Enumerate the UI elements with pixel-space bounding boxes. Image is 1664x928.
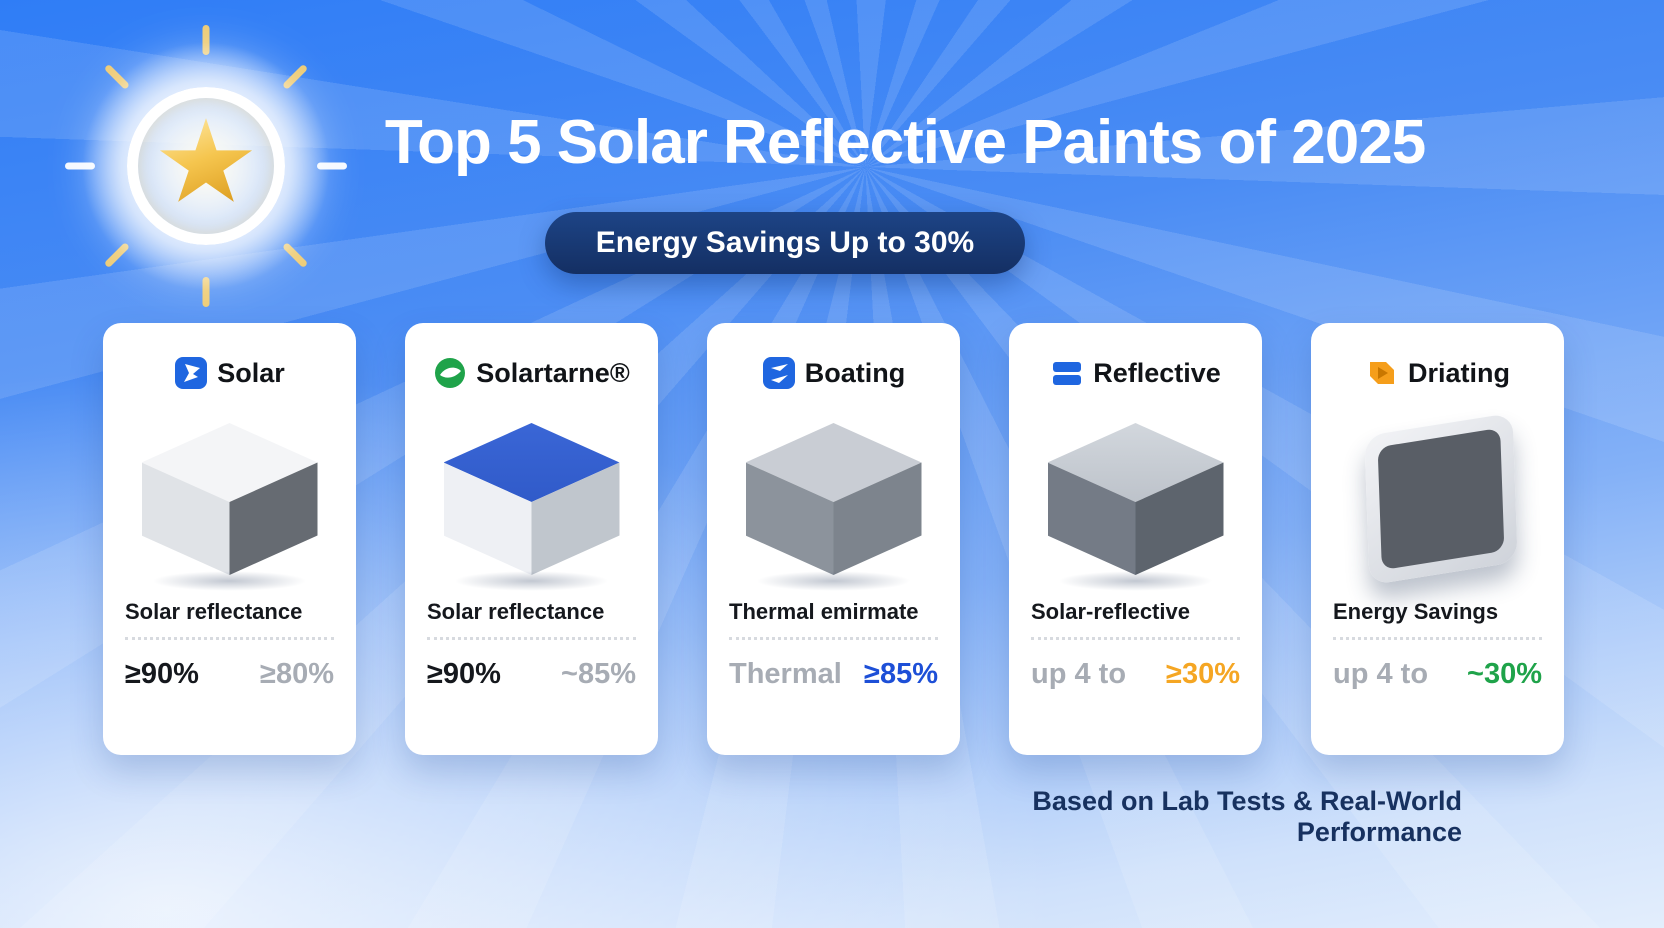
brand-name: Driating	[1407, 357, 1510, 388]
metric-value-secondary: ~85%	[561, 658, 636, 690]
solar-logo-icon	[175, 357, 208, 389]
energy-savings-badge-label: Energy Savings Up to 30%	[595, 226, 975, 259]
product-cards-row: Solar Solar reflectance ≥90% ≥80% Sola	[103, 323, 1564, 755]
values-row: up 4 to ≥30%	[1031, 658, 1240, 691]
brand-name: Solartarne®	[476, 357, 630, 388]
metric-value-secondary: ≥85%	[864, 658, 938, 690]
product-card-boating: Boating Thermal emirmate Thermal ≥85%	[707, 323, 960, 755]
values-row: ≥90% ≥80%	[125, 658, 334, 691]
dotted-divider	[1031, 637, 1240, 640]
energy-savings-badge: Energy Savings Up to 30%	[545, 212, 1025, 274]
paint-cube-illustration	[1047, 423, 1224, 591]
metric-value-secondary: ≥30%	[1166, 658, 1240, 690]
brand-row: Boating	[707, 353, 960, 393]
paint-panel-illustration	[1350, 412, 1526, 586]
metric-value-primary: ≥90%	[427, 658, 501, 690]
brand-name: Solar	[217, 357, 285, 388]
brand-row: Solar	[103, 353, 356, 393]
brand-row: Reflective	[1009, 353, 1262, 393]
driating-logo-icon	[1369, 362, 1394, 384]
product-card-solartarne: Solartarne® Solar reflectance ≥90% ~85%	[405, 323, 658, 755]
metric-value-primary: Thermal	[729, 658, 842, 690]
metric-label: Solar reflectance	[125, 599, 303, 624]
values-row: Thermal ≥85%	[729, 658, 938, 691]
dotted-divider	[427, 637, 636, 640]
dotted-divider	[125, 637, 334, 640]
metric-label: Solar reflectance	[427, 599, 605, 624]
dotted-divider	[729, 637, 938, 640]
paint-cube-illustration	[141, 423, 318, 591]
dotted-divider	[1333, 637, 1542, 640]
brand-name: Reflective	[1093, 357, 1221, 388]
metric-label: Energy Savings	[1333, 599, 1499, 624]
product-card-reflective: Reflective Solar-reflective up 4 to ≥30%	[1009, 323, 1262, 755]
metric-label: Thermal emirmate	[729, 599, 919, 624]
footnote: Based on Lab Tests & Real-World Performa…	[1032, 786, 1462, 847]
metric-value-primary: up 4 to	[1031, 658, 1127, 690]
metric-value-primary: ≥90%	[125, 658, 199, 690]
brand-row: Driating	[1311, 353, 1564, 393]
paint-cube-illustration	[745, 423, 922, 591]
solartarne-logo-icon	[435, 358, 466, 388]
paint-cube-illustration	[443, 423, 620, 591]
boating-logo-icon	[762, 357, 795, 389]
metric-label: Solar-reflective	[1031, 599, 1190, 624]
brand-name: Boating	[804, 357, 906, 388]
sun-star-badge	[58, 18, 354, 314]
metric-value-secondary: ~30%	[1467, 658, 1542, 690]
page-title: Top 5 Solar Reflective Paints of 2025	[384, 108, 1426, 177]
values-row: ≥90% ~85%	[427, 658, 636, 691]
product-card-driating: Driating Energy Savings up 4 to ~30%	[1311, 323, 1564, 755]
sun-ring	[127, 87, 285, 245]
metric-value-secondary: ≥80%	[260, 658, 334, 690]
panel-frame	[1363, 412, 1518, 586]
brand-row: Solartarne®	[405, 353, 658, 393]
reflective-logo-icon	[1053, 362, 1082, 385]
values-row: up 4 to ~30%	[1333, 658, 1542, 691]
product-card-solar: Solar Solar reflectance ≥90% ≥80%	[103, 323, 356, 755]
sun-ray-icon	[317, 162, 347, 170]
metric-value-primary: up 4 to	[1333, 658, 1429, 690]
panel-surface	[1377, 427, 1504, 571]
